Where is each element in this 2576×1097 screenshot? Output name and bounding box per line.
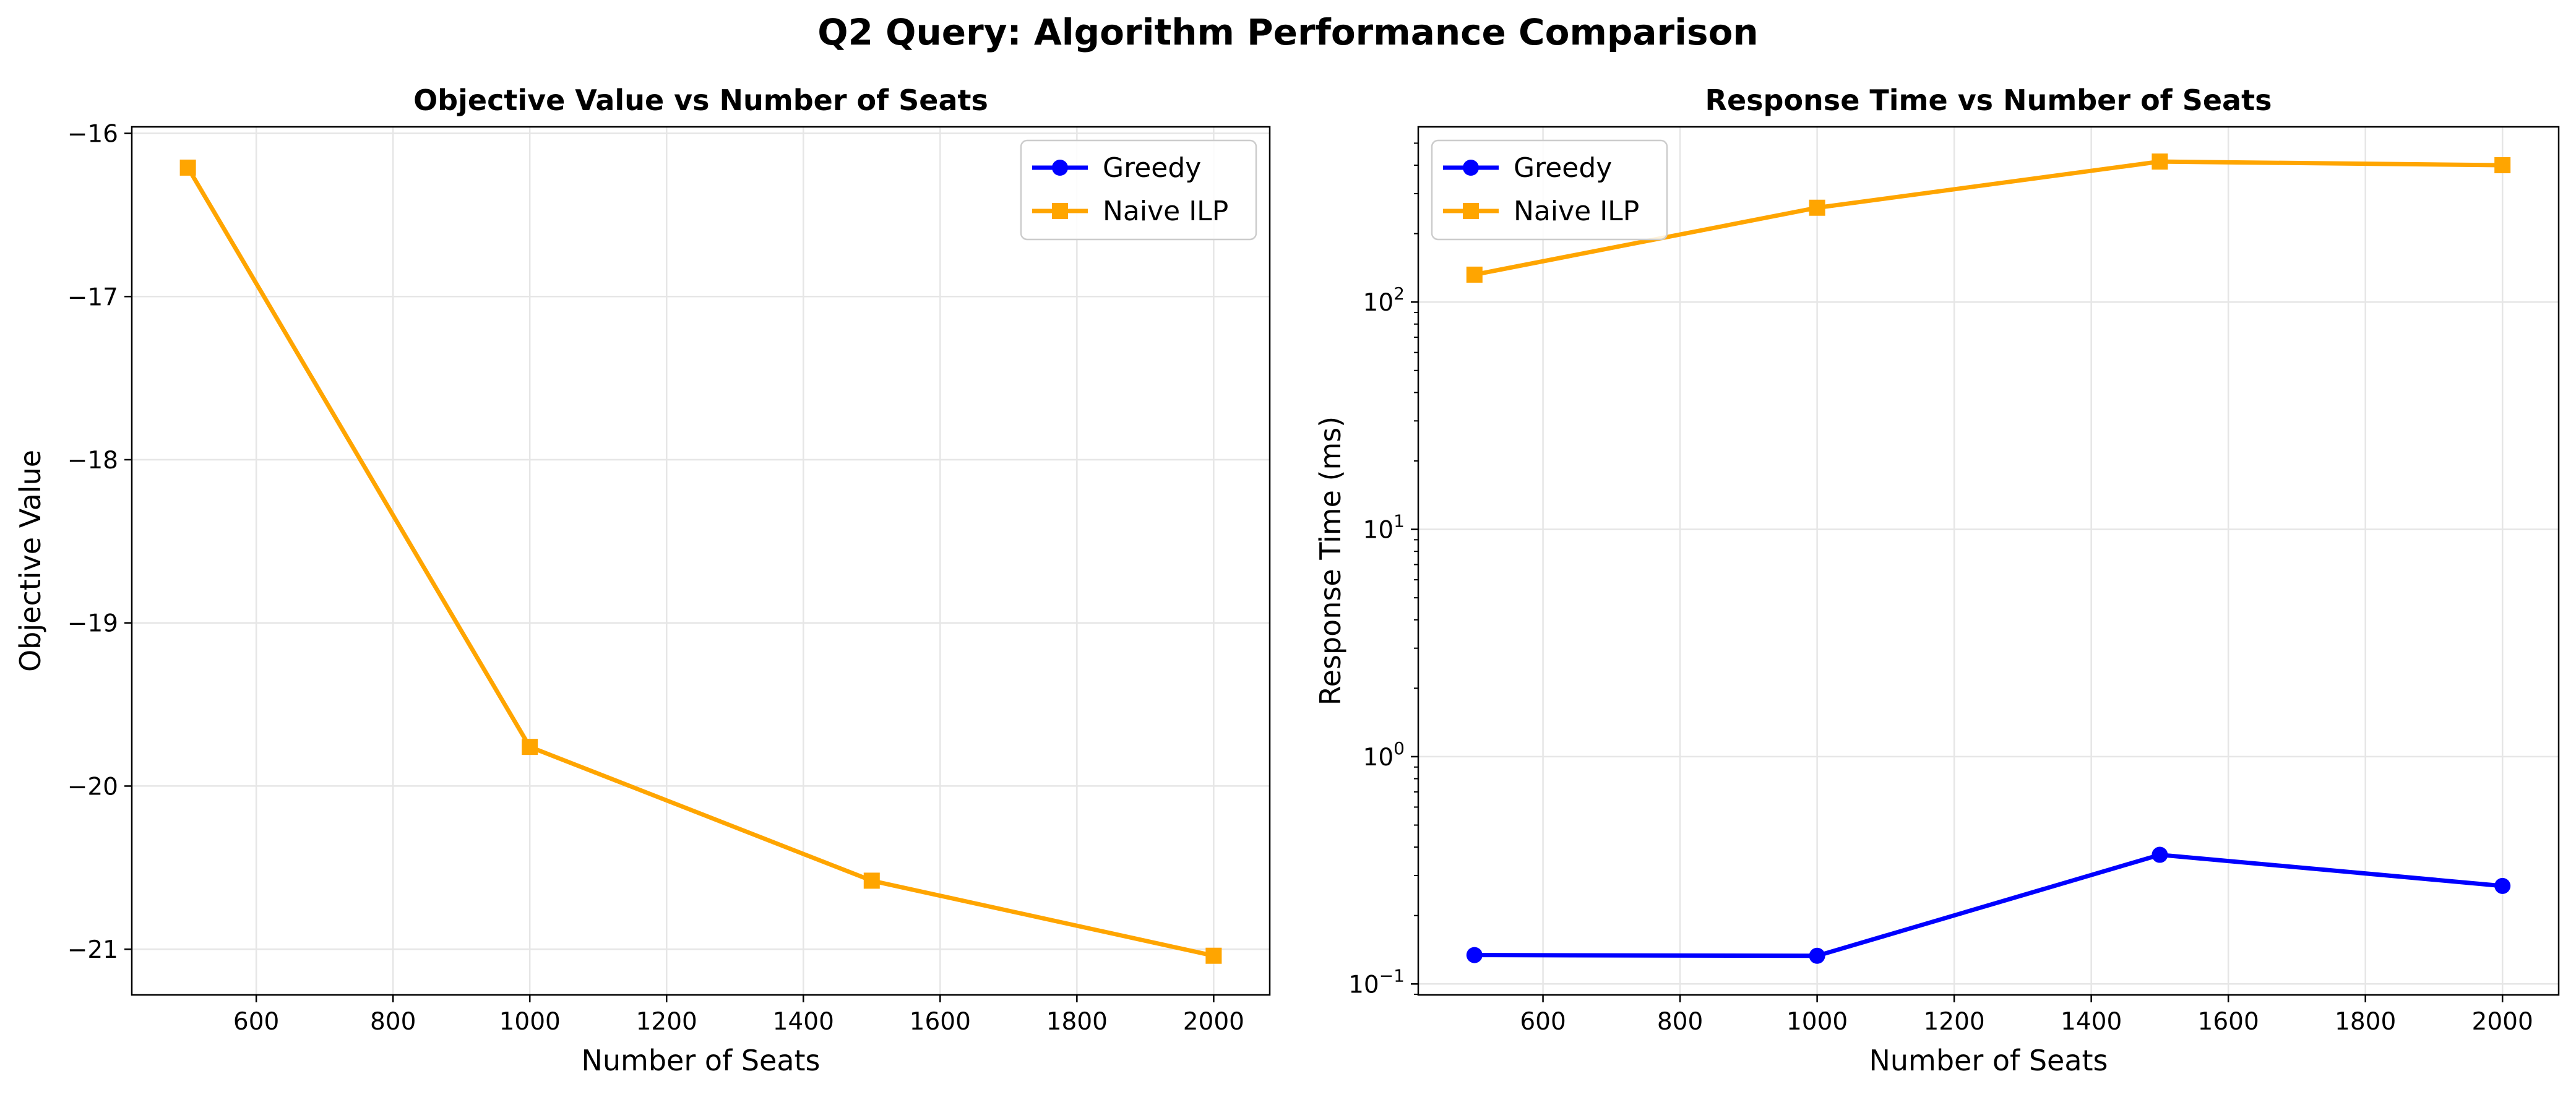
axes-frame [131,126,1271,996]
data-point-naive-ilp [2152,153,2168,170]
x-tick-label: 1000 [499,1008,561,1036]
data-point-naive-ilp [1466,266,1483,283]
data-point-greedy [1809,947,1825,964]
x-tick-label: 1600 [910,1008,971,1036]
legend-marker-greedy [1463,160,1479,176]
data-point-naive-ilp [863,872,880,889]
x-tick-label: 1800 [2335,1008,2396,1036]
legend-marker-greedy [1052,160,1068,176]
data-point-naive-ilp [1809,199,1825,216]
y-tick-label: −20 [67,773,118,801]
x-axis-label: Number of Seats [1869,1044,2108,1077]
x-tick-label: 1800 [1046,1008,1108,1036]
data-point-naive-ilp [179,159,196,176]
subplot-1: 600 800 1000 1200 1400 1600 1800 2000 −16 −17 −18 −… [14,84,1271,1077]
y-tick-label: 102 [1363,283,1405,317]
legend-label-naive-ilp: Naive ILP [1103,196,1228,227]
series-line-naive-ilp [186,166,1215,958]
x-tick-label: 800 [1657,1008,1703,1036]
legend-box [1431,139,1668,241]
legend-label-greedy: Greedy [1514,152,1612,184]
legend-label-naive-ilp: Naive ILP [1514,196,1639,227]
x-tick-label: 600 [233,1008,279,1036]
x-tick-label: 1000 [1786,1008,1848,1036]
figure-title: Q2 Query: Algorithm Performance Comparis… [817,11,1759,53]
legend: Greedy Naive ILP [1431,139,1668,241]
y-tick-label: −21 [67,936,118,964]
legend-box [1020,139,1257,241]
y-tick-label: 100 [1363,738,1405,772]
y-tick-label: −16 [67,121,118,148]
legend-marker-naive-ilp [1052,203,1068,219]
subplot-title: Response Time vs Number of Seats [1705,84,2272,117]
subplot-title: Objective Value vs Number of Seats [413,84,988,117]
axes-frame [1417,126,2560,996]
x-tick-label: 2000 [1183,1008,1244,1036]
x-tick-label: 1400 [773,1008,834,1036]
y-axis-label: Response Time (ms) [1314,416,1347,705]
y-tick-label: 101 [1363,511,1405,544]
x-tick-label: 600 [1520,1008,1566,1036]
x-axis-label: Number of Seats [581,1044,820,1077]
y-tick-label: −17 [67,283,118,311]
legend-marker-naive-ilp [1463,203,1479,219]
series-line-naive-ilp [1474,159,2503,277]
y-tick-label: −19 [67,610,118,638]
data-point-greedy [2494,877,2511,894]
x-tick-label: 800 [370,1008,416,1036]
x-tick-label: 1200 [636,1008,697,1036]
data-point-naive-ilp [1205,947,1222,964]
y-axis-label: Objective Value [14,450,47,672]
y-tick-label: 10−1 [1348,965,1405,999]
data-point-greedy [1466,947,1483,963]
x-tick-label: 1200 [1923,1008,1984,1036]
x-tick-label: 1400 [2061,1008,2122,1036]
data-point-greedy [2152,846,2168,863]
x-tick-label: 1600 [2198,1008,2259,1036]
subplot-2: 600 800 1000 1200 1400 1600 1800 2000 10−1 100 101… [1314,84,2560,1077]
series-line-greedy [1474,853,2503,958]
data-point-naive-ilp [2494,157,2511,174]
legend-label-greedy: Greedy [1103,152,1201,184]
legend: Greedy Naive ILP [1020,139,1257,241]
y-tick-label: −18 [67,447,118,475]
data-point-naive-ilp [522,739,538,755]
x-tick-label: 2000 [2472,1008,2533,1036]
